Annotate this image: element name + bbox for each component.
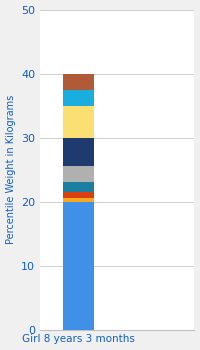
Y-axis label: Percentile Weight in Kilograms: Percentile Weight in Kilograms bbox=[6, 95, 16, 244]
Bar bbox=[63, 166, 94, 182]
Bar bbox=[63, 182, 94, 192]
Bar bbox=[63, 138, 94, 166]
Bar bbox=[63, 90, 94, 106]
Bar bbox=[63, 198, 94, 202]
Bar bbox=[63, 192, 94, 198]
Bar bbox=[63, 202, 94, 330]
Bar bbox=[63, 106, 94, 138]
Bar bbox=[63, 74, 94, 90]
